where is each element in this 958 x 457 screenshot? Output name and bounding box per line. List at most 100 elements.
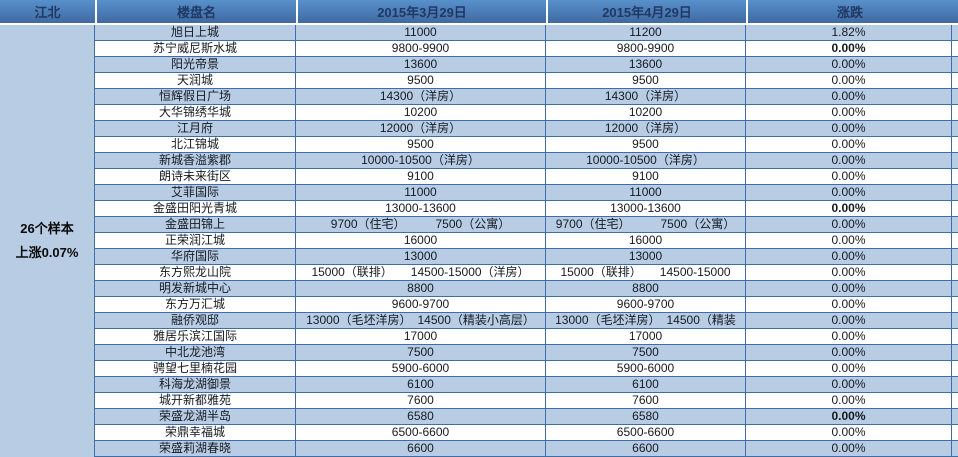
cell-change[interactable]: 0.00% — [746, 201, 952, 217]
cell-change[interactable]: 0.00% — [746, 217, 952, 233]
cell-property-name[interactable]: 北江锦城 — [95, 137, 296, 153]
header-date-march[interactable]: 2015年3月29日 — [296, 0, 546, 25]
cell-price-march[interactable]: 6580 — [296, 409, 546, 425]
cell-price-march[interactable]: 9600-9700 — [296, 297, 546, 313]
cell-price-march[interactable]: 13000 — [296, 249, 546, 265]
cell-property-name[interactable]: 融侨观邸 — [95, 313, 296, 329]
cell-property-name[interactable]: 东方熙龙山院 — [95, 265, 296, 281]
cell-property-name[interactable]: 新城香溢紫郡 — [95, 153, 296, 169]
cell-change[interactable]: 0.00% — [746, 425, 952, 441]
cell-price-april[interactable]: 13000（毛坯洋房） 14500（精装 — [546, 313, 746, 329]
cell-price-march[interactable]: 6500-6600 — [296, 425, 546, 441]
cell-property-name[interactable]: 明发新城中心 — [95, 281, 296, 297]
cell-price-april[interactable]: 8800 — [546, 281, 746, 297]
cell-property-name[interactable]: 骋望七里楠花园 — [95, 361, 296, 377]
cell-change[interactable]: 0.00% — [746, 377, 952, 393]
cell-price-april[interactable]: 14300（洋房） — [546, 89, 746, 105]
cell-property-name[interactable]: 金盛田阳光青城 — [95, 201, 296, 217]
cell-price-march[interactable]: 7500 — [296, 345, 546, 361]
cell-price-april[interactable]: 6600 — [546, 441, 746, 457]
cell-property-name[interactable]: 华府国际 — [95, 249, 296, 265]
cell-price-april[interactable]: 13000 — [546, 249, 746, 265]
cell-change[interactable]: 0.00% — [746, 89, 952, 105]
cell-price-march[interactable]: 9500 — [296, 137, 546, 153]
cell-price-march[interactable]: 16000 — [296, 233, 546, 249]
cell-price-march[interactable]: 9800-9900 — [296, 41, 546, 57]
cell-property-name[interactable]: 科海龙湖御景 — [95, 377, 296, 393]
header-change[interactable]: 涨跌 — [746, 0, 952, 25]
cell-price-april[interactable]: 10000-10500（洋房） — [546, 153, 746, 169]
cell-price-april[interactable]: 13000-13600 — [546, 201, 746, 217]
cell-price-april[interactable]: 6580 — [546, 409, 746, 425]
cell-price-april[interactable]: 17000 — [546, 329, 746, 345]
cell-property-name[interactable]: 阳光帝景 — [95, 57, 296, 73]
cell-property-name[interactable]: 东方万汇城 — [95, 297, 296, 313]
cell-change[interactable]: 0.00% — [746, 313, 952, 329]
cell-property-name[interactable]: 大华锦绣华城 — [95, 105, 296, 121]
cell-price-april[interactable]: 7500 — [546, 345, 746, 361]
cell-price-april[interactable]: 11000 — [546, 185, 746, 201]
cell-price-march[interactable]: 13000-13600 — [296, 201, 546, 217]
cell-property-name[interactable]: 荣盛龙湖半岛 — [95, 409, 296, 425]
cell-property-name[interactable]: 朗诗未来街区 — [95, 169, 296, 185]
summary-cell[interactable]: 26个样本 上涨0.07% — [0, 25, 95, 457]
cell-price-april[interactable]: 9600-9700 — [546, 297, 746, 313]
cell-price-april[interactable]: 9100 — [546, 169, 746, 185]
cell-change[interactable]: 0.00% — [746, 265, 952, 281]
cell-price-april[interactable]: 5900-6000 — [546, 361, 746, 377]
cell-property-name[interactable]: 恒辉假日广场 — [95, 89, 296, 105]
cell-change[interactable]: 0.00% — [746, 57, 952, 73]
cell-property-name[interactable]: 中北龙池湾 — [95, 345, 296, 361]
cell-price-march[interactable]: 15000（联排） 14500-15000（洋房） — [296, 265, 546, 281]
cell-price-march[interactable]: 14300（洋房） — [296, 89, 546, 105]
cell-price-march[interactable]: 12000（洋房） — [296, 121, 546, 137]
cell-change[interactable]: 0.00% — [746, 249, 952, 265]
cell-change[interactable]: 0.00% — [746, 73, 952, 89]
cell-property-name[interactable]: 江月府 — [95, 121, 296, 137]
cell-price-march[interactable]: 13000（毛坯洋房） 14500（精装小高层） — [296, 313, 546, 329]
cell-property-name[interactable]: 城开新都雅苑 — [95, 393, 296, 409]
cell-price-march[interactable]: 9500 — [296, 73, 546, 89]
cell-price-april[interactable]: 16000 — [546, 233, 746, 249]
cell-property-name[interactable]: 荣鼎幸福城 — [95, 425, 296, 441]
cell-property-name[interactable]: 艾菲国际 — [95, 185, 296, 201]
cell-change[interactable]: 0.00% — [746, 281, 952, 297]
cell-price-march[interactable]: 9700（住宅） 7500（公寓） — [296, 217, 546, 233]
cell-price-march[interactable]: 10200 — [296, 105, 546, 121]
cell-change[interactable]: 0.00% — [746, 441, 952, 457]
cell-change[interactable]: 0.00% — [746, 105, 952, 121]
cell-change[interactable]: 0.00% — [746, 169, 952, 185]
cell-change[interactable]: 0.00% — [746, 153, 952, 169]
cell-price-march[interactable]: 10000-10500（洋房） — [296, 153, 546, 169]
cell-price-april[interactable]: 6100 — [546, 377, 746, 393]
cell-change[interactable]: 0.00% — [746, 41, 952, 57]
cell-price-march[interactable]: 11000 — [296, 25, 546, 41]
cell-price-april[interactable]: 9700（住宅） 7500（公寓） — [546, 217, 746, 233]
cell-change[interactable]: 0.00% — [746, 345, 952, 361]
header-property-name[interactable]: 楼盘名 — [95, 0, 296, 25]
cell-price-march[interactable]: 5900-6000 — [296, 361, 546, 377]
cell-price-march[interactable]: 9100 — [296, 169, 546, 185]
cell-price-march[interactable]: 8800 — [296, 281, 546, 297]
cell-price-april[interactable]: 15000（联排） 14500-15000 — [546, 265, 746, 281]
cell-property-name[interactable]: 天润城 — [95, 73, 296, 89]
cell-price-april[interactable]: 9500 — [546, 137, 746, 153]
cell-change[interactable]: 0.00% — [746, 137, 952, 153]
cell-change[interactable]: 0.00% — [746, 121, 952, 137]
cell-change[interactable]: 0.00% — [746, 409, 952, 425]
cell-price-april[interactable]: 9500 — [546, 73, 746, 89]
cell-property-name[interactable]: 旭日上城 — [95, 25, 296, 41]
cell-change[interactable]: 1.82% — [746, 25, 952, 41]
cell-price-april[interactable]: 11200 — [546, 25, 746, 41]
cell-price-april[interactable]: 12000（洋房） — [546, 121, 746, 137]
cell-price-march[interactable]: 13600 — [296, 57, 546, 73]
cell-price-march[interactable]: 6600 — [296, 441, 546, 457]
cell-property-name[interactable]: 金盛田锦上 — [95, 217, 296, 233]
cell-price-march[interactable]: 17000 — [296, 329, 546, 345]
header-region[interactable]: 江北 — [0, 0, 95, 25]
cell-property-name[interactable]: 雅居乐滨江国际 — [95, 329, 296, 345]
cell-price-march[interactable]: 6100 — [296, 377, 546, 393]
cell-price-april[interactable]: 9800-9900 — [546, 41, 746, 57]
cell-price-march[interactable]: 11000 — [296, 185, 546, 201]
cell-price-april[interactable]: 7600 — [546, 393, 746, 409]
